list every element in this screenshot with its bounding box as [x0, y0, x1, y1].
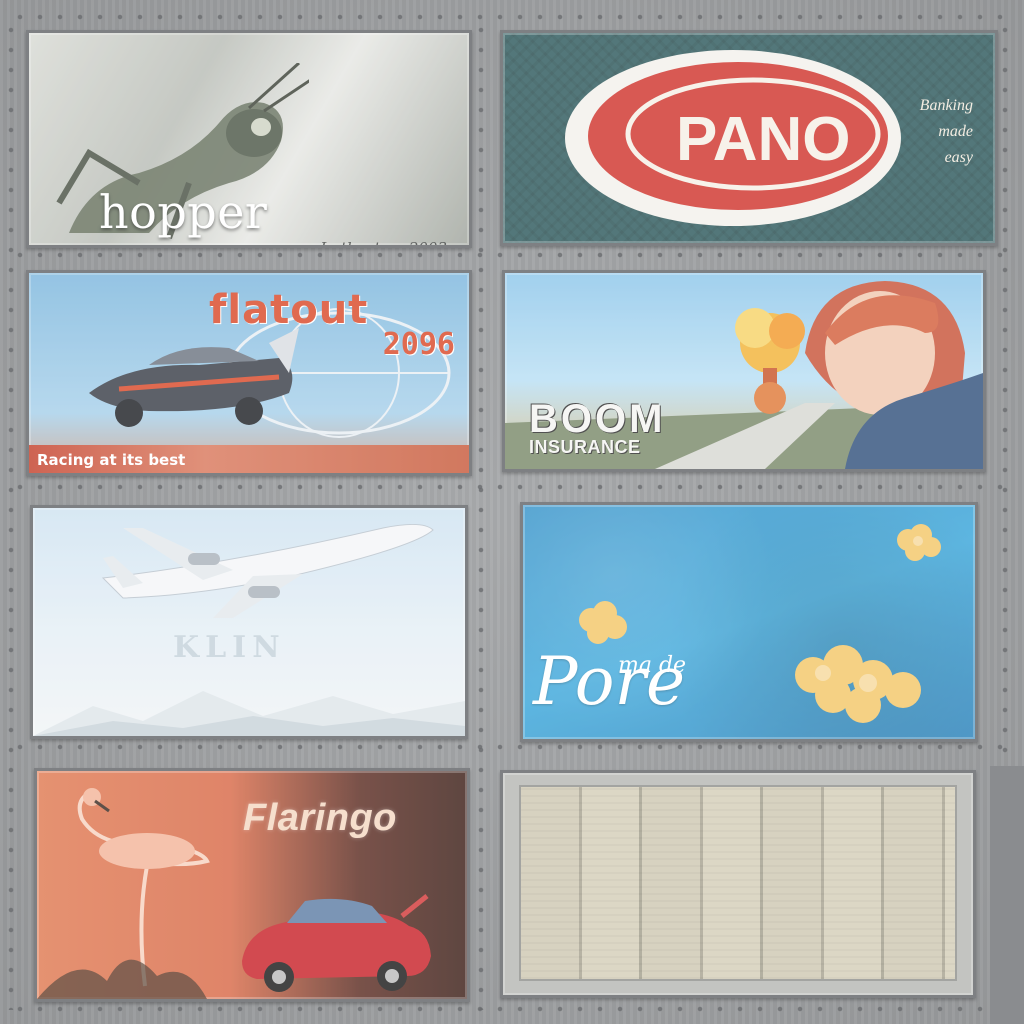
billboard-flatout: flatout 2096 Racing at its best — [26, 270, 472, 476]
billboard-subtitle: INSURANCE — [529, 437, 641, 457]
billboard-pore: Pore ma de — [520, 502, 978, 742]
billboard-hopper: hopper In theaters 2003 — [26, 30, 472, 248]
rivet-column — [1002, 20, 1008, 760]
rivet-row — [10, 484, 1010, 490]
pano-logo-text: PANO — [676, 105, 851, 174]
billboard-pano: PANO Banking made easy — [500, 30, 998, 246]
billboard-brand: KLIN — [173, 630, 286, 665]
pano-logo: PANO — [565, 50, 901, 226]
billboard-blank-wood — [500, 770, 976, 998]
side-line: Banking — [919, 97, 973, 114]
billboard-flaringo: Flaringo — [34, 768, 470, 1002]
billboard-side-text: Banking made easy — [920, 93, 973, 171]
billboard-prefix: ma de — [618, 653, 687, 678]
grasshopper-icon — [56, 63, 309, 240]
empty-corner — [990, 766, 1024, 1024]
futuristic-car-icon — [89, 308, 451, 438]
billboard-strip-text: Racing at its best — [37, 451, 186, 469]
explosion-icon — [735, 308, 805, 414]
billboard-subtitle: In theaters 2003 — [320, 239, 447, 248]
woman-portrait — [805, 281, 983, 469]
billboard-title: hopper — [99, 185, 268, 239]
billboard-title: BOOM — [529, 397, 666, 441]
billboard-year: 2096 — [382, 327, 455, 362]
airplane-icon — [101, 524, 434, 618]
billboard-title: flatout — [209, 287, 369, 333]
rivet-row — [10, 1006, 1010, 1012]
billboard-title: Pore — [533, 643, 686, 720]
billboard-strip — [29, 445, 469, 473]
billboard-airline: KLIN — [30, 505, 468, 739]
side-line: easy — [944, 149, 973, 166]
side-line: made — [938, 123, 973, 140]
flowers-graphic — [579, 524, 941, 723]
sports-car-icon — [242, 894, 431, 992]
boom-scene — [505, 281, 983, 469]
rivet-column — [8, 20, 14, 1010]
rivet-row — [10, 744, 1010, 750]
flaringo-art — [37, 788, 431, 999]
billboard-title: Flaringo — [243, 797, 397, 839]
rivet-row — [10, 14, 1010, 20]
billboard-boom: BOOM INSURANCE — [502, 270, 986, 472]
rivet-column — [478, 20, 484, 1010]
flamingo-icon — [77, 788, 210, 987]
rivet-row — [10, 252, 1010, 258]
wood-planks — [519, 785, 957, 981]
mountains-graphic — [33, 691, 465, 736]
